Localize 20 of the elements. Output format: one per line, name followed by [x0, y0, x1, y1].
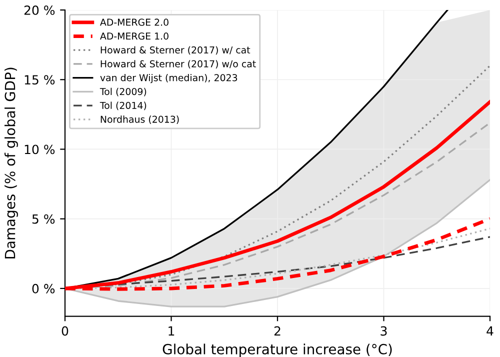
- legend-label: Tol (2009): [100, 88, 146, 96]
- y-tick-label: 20 %: [24, 5, 55, 15]
- x-tick-label: 4: [486, 326, 494, 336]
- legend-label: AD-MERGE 1.0: [100, 32, 168, 40]
- legend-label: van der Wijst (median), 2023: [100, 74, 238, 84]
- x-axis-title: Global temperature increase (°C): [162, 344, 392, 357]
- legend-label: Tol (2014): [100, 102, 146, 110]
- y-tick-label: 15 %: [24, 75, 55, 85]
- y-tick-label: 0 %: [32, 284, 55, 294]
- x-tick-label: 3: [380, 326, 387, 336]
- x-tick-label: 2: [274, 326, 280, 336]
- legend-label: Howard & Sterner (2017) w/ cat: [100, 46, 250, 55]
- x-tick-label: 0: [62, 326, 68, 336]
- y-tick-label: 5 %: [32, 214, 55, 224]
- legend-label: Howard & Sterner (2017) w/o cat: [100, 60, 256, 69]
- x-tick-label: 1: [168, 326, 174, 336]
- legend-label: Nordhaus (2013): [100, 116, 179, 124]
- legend-label: AD-MERGE 2.0: [100, 18, 168, 26]
- y-axis-title: Damages (% of global GDP): [4, 68, 18, 258]
- y-tick-label: 10 %: [24, 144, 55, 154]
